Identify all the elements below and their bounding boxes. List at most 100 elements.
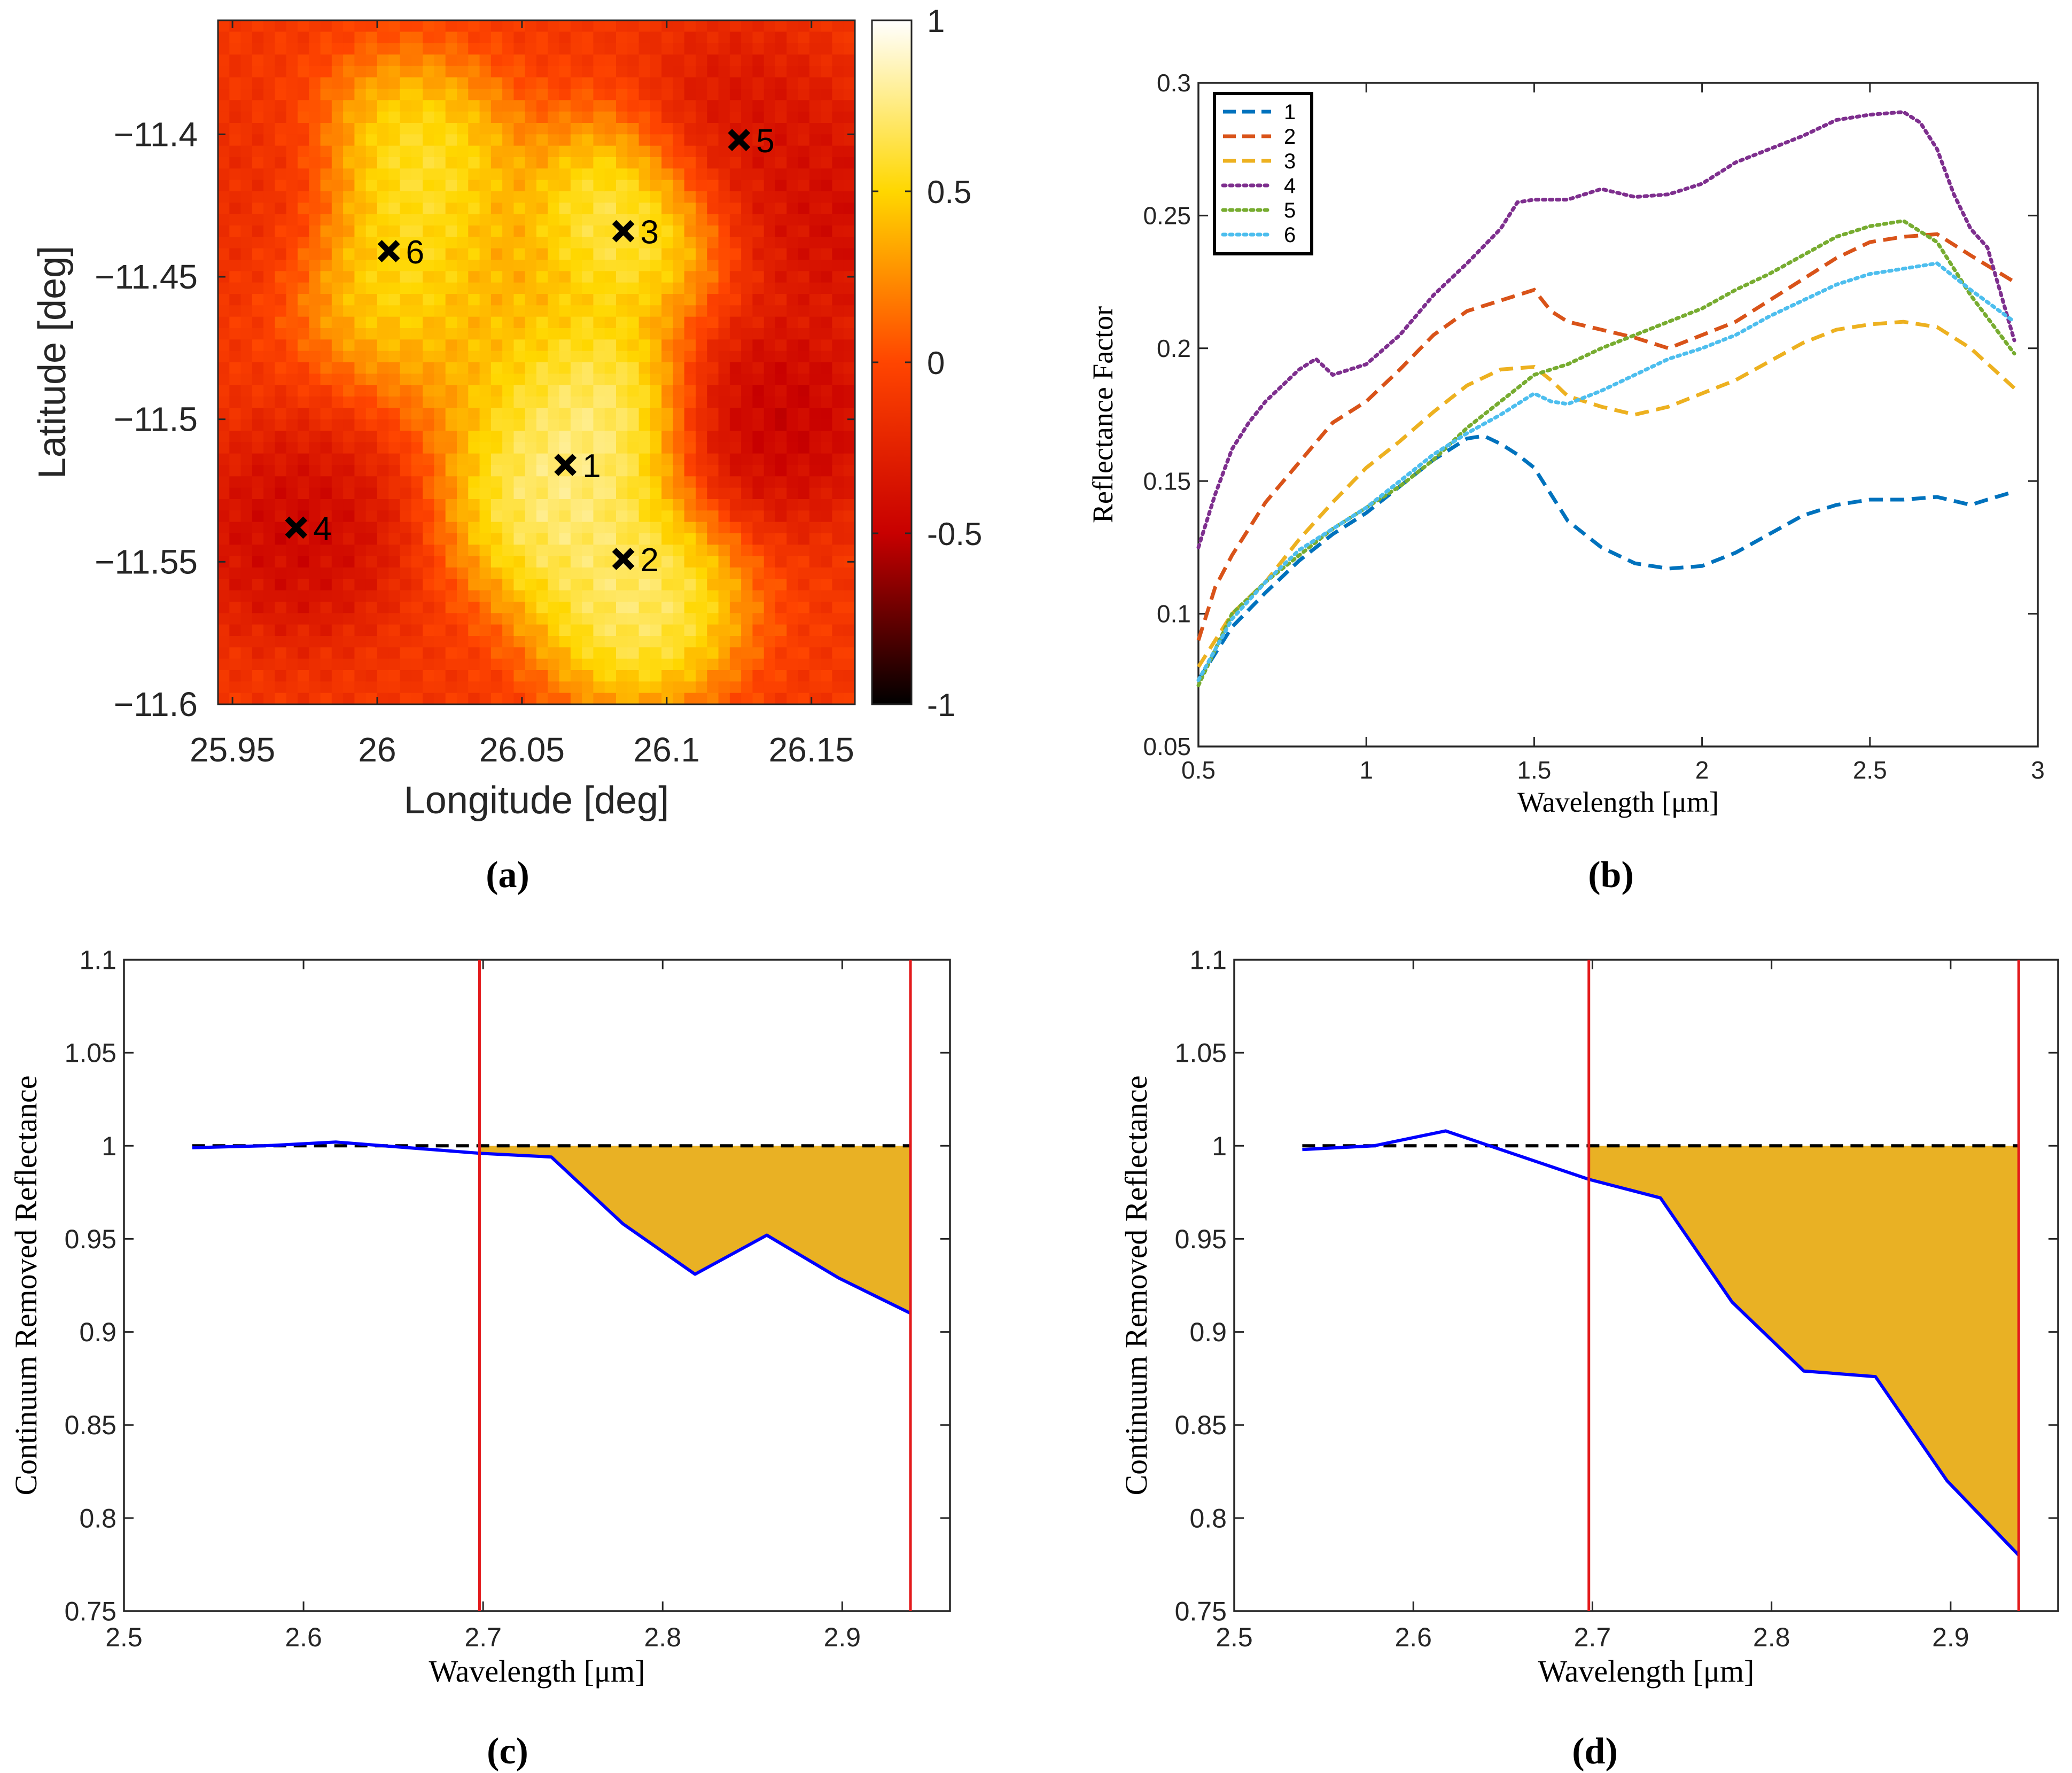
heatmap-cell <box>445 328 457 340</box>
heatmap-cell <box>525 214 537 226</box>
heatmap-cell <box>707 431 719 442</box>
heatmap-cell <box>502 636 515 648</box>
heatmap-cell <box>275 225 287 237</box>
heatmap-cell <box>320 556 332 568</box>
heatmap-cell <box>798 351 810 363</box>
heatmap-cell <box>252 487 264 500</box>
heatmap-cell <box>548 545 560 557</box>
heatmap-cell <box>764 442 776 454</box>
heatmap-cell <box>263 123 276 135</box>
heatmap-cell <box>457 431 469 442</box>
heatmap-cell <box>582 43 594 55</box>
heatmap-cell <box>752 647 765 659</box>
heatmap-cell <box>240 328 253 340</box>
heatmap-cell <box>696 66 707 78</box>
heatmap-cell <box>411 499 423 511</box>
heatmap-cell <box>320 579 332 591</box>
heatmap-cell <box>252 294 264 306</box>
heatmap-cell <box>218 499 230 511</box>
heatmap-cell <box>343 111 355 123</box>
heatmap-cell <box>673 339 685 352</box>
heatmap-cell <box>388 66 401 78</box>
heatmap-cell <box>559 305 571 317</box>
heatmap-cell <box>298 180 309 192</box>
heatmap-cell <box>570 328 582 340</box>
heatmap-cell <box>411 157 423 169</box>
heatmap-cell <box>616 77 628 89</box>
heatmap-cell <box>809 624 821 636</box>
heatmap-cell <box>490 145 503 158</box>
heatmap-cell <box>286 613 298 625</box>
heatmap-cell <box>434 260 446 271</box>
heatmap-cell <box>365 305 378 317</box>
heatmap-cell <box>525 465 537 477</box>
heatmap-cell <box>809 294 821 306</box>
heatmap-cell <box>673 419 685 431</box>
heatmap-cell <box>616 396 628 408</box>
heatmap-cell <box>434 328 446 340</box>
heatmap-cell <box>354 203 367 215</box>
heatmap-cell <box>434 385 446 397</box>
heatmap-cell <box>354 77 367 89</box>
heatmap-cell <box>354 316 367 329</box>
heatmap-cell <box>218 681 230 694</box>
heatmap-cell <box>821 533 833 545</box>
heatmap-cell <box>502 123 515 135</box>
heatmap-cell <box>468 55 480 66</box>
heatmap-cell <box>263 499 276 511</box>
heatmap-cell <box>593 693 605 705</box>
heatmap-cell <box>593 316 605 329</box>
heatmap-cell <box>764 77 776 89</box>
heatmap-cell <box>559 670 571 682</box>
heatmap-cell <box>718 613 730 625</box>
heatmap-cell <box>377 453 389 465</box>
heatmap-cell <box>661 168 674 181</box>
heatmap-cell <box>843 476 855 488</box>
heatmap-cell <box>320 453 332 465</box>
heatmap-cell <box>354 271 367 283</box>
heatmap-cell <box>729 476 742 488</box>
heatmap-cell <box>479 624 492 636</box>
heatmap-cell <box>275 408 287 420</box>
heatmap-cell <box>821 328 833 340</box>
heatmap-cell <box>354 579 367 591</box>
heatmap-cell <box>365 157 378 169</box>
heatmap-cell <box>741 647 753 659</box>
heatmap-cell <box>764 100 776 112</box>
heatmap-cell <box>457 499 469 511</box>
heatmap-cell <box>809 522 821 534</box>
heatmap-cell <box>548 499 560 511</box>
heatmap-cell <box>365 77 378 89</box>
heatmap-cell <box>718 294 730 306</box>
heatmap-cell <box>490 237 503 249</box>
heatmap-cell <box>832 305 844 317</box>
heatmap-cell <box>559 111 571 123</box>
heatmap-cell <box>741 567 753 579</box>
heatmap-cell <box>764 66 776 78</box>
heatmap-cell <box>684 316 696 329</box>
heatmap-cell <box>309 385 321 397</box>
heatmap-cell <box>286 431 298 442</box>
heatmap-cell <box>263 225 276 237</box>
heatmap-cell <box>741 590 753 602</box>
heatmap-cell <box>752 681 765 694</box>
heatmap-cell <box>434 32 446 44</box>
heatmap-cell <box>298 89 309 100</box>
heatmap-cell <box>513 145 526 158</box>
heatmap-cell <box>343 442 355 454</box>
heatmap-cell <box>638 693 651 705</box>
heatmap-cell <box>570 499 582 511</box>
heatmap-cell <box>638 453 651 465</box>
heatmap-cell <box>627 590 640 602</box>
heatmap-cell <box>411 385 423 397</box>
heatmap-cell <box>775 658 787 671</box>
heatmap-cell <box>218 533 230 545</box>
heatmap-cell <box>400 385 412 397</box>
heatmap-cell <box>309 658 321 671</box>
heatmap-cell <box>457 180 469 192</box>
heatmap-cell <box>252 123 264 135</box>
heatmap-cell <box>252 157 264 169</box>
heatmap-cell <box>525 636 537 648</box>
heatmap-cell <box>275 362 287 374</box>
heatmap-cell <box>298 556 309 568</box>
